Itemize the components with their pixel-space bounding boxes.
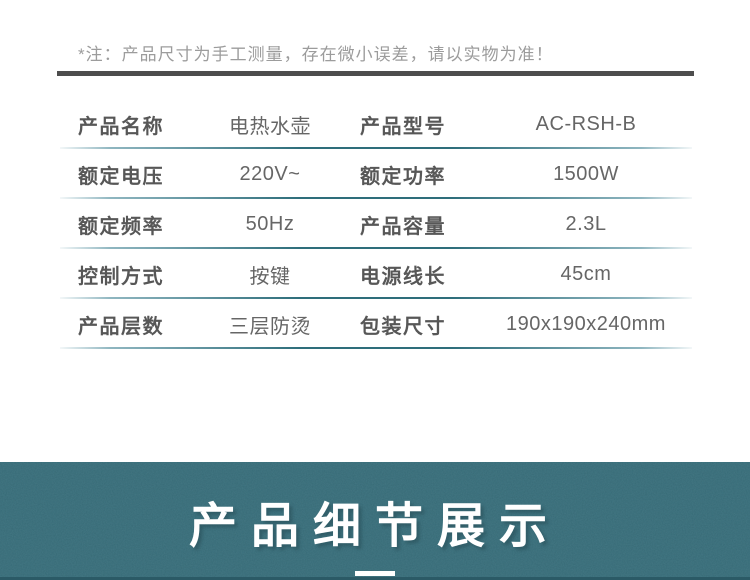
top-divider-bar: [57, 71, 694, 76]
spec-row: 额定电压 220V~ 额定功率 1500W: [60, 149, 692, 199]
spec-table: 产品名称 电热水壶 产品型号 AC-RSH-B 额定电压 220V~ 额定功率 1500W 额定…: [60, 99, 692, 349]
spec-value: 电热水壶: [229, 115, 311, 138]
spec-row: 产品名称 电热水壶 产品型号 AC-RSH-B: [60, 99, 692, 149]
banner-underline-bar: [355, 571, 395, 576]
measurement-note: *注：产品尺寸为手工测量，存在微小误差，请以实物为准！: [78, 45, 554, 64]
spec-label: 产品型号: [360, 115, 446, 138]
spec-row: 额定频率 50Hz 产品容量 2.3L: [60, 199, 692, 249]
spec-label: 控制方式: [78, 265, 164, 288]
spec-label: 包装尺寸: [360, 315, 446, 338]
spec-label: 额定频率: [78, 215, 164, 238]
spec-value: 220V~: [239, 162, 301, 185]
spec-row: 产品层数 三层防烫 包装尺寸 190x190x240mm: [60, 299, 692, 349]
spec-label: 额定电压: [78, 165, 164, 188]
spec-label: 额定功率: [360, 165, 446, 188]
spec-label: 产品层数: [78, 315, 164, 338]
spec-row: 控制方式 按键 电源线长 45cm: [60, 249, 692, 299]
spec-value: 45cm: [560, 262, 612, 285]
spec-label: 产品名称: [78, 115, 164, 138]
spec-value: AC-RSH-B: [535, 112, 637, 135]
spec-value: 190x190x240mm: [506, 312, 666, 335]
banner-bottom-strip: [0, 577, 750, 580]
spec-value: 1500W: [553, 162, 619, 185]
spec-value: 按键: [249, 265, 291, 288]
detail-banner-title: 产品细节展示: [188, 500, 561, 553]
spec-label: 产品容量: [360, 215, 446, 238]
spec-value: 50Hz: [245, 212, 295, 235]
detail-banner: 产品细节展示: [0, 462, 750, 580]
spec-value: 三层防烫: [229, 315, 311, 338]
spec-value: 2.3L: [565, 212, 607, 235]
spec-label: 电源线长: [360, 265, 446, 288]
